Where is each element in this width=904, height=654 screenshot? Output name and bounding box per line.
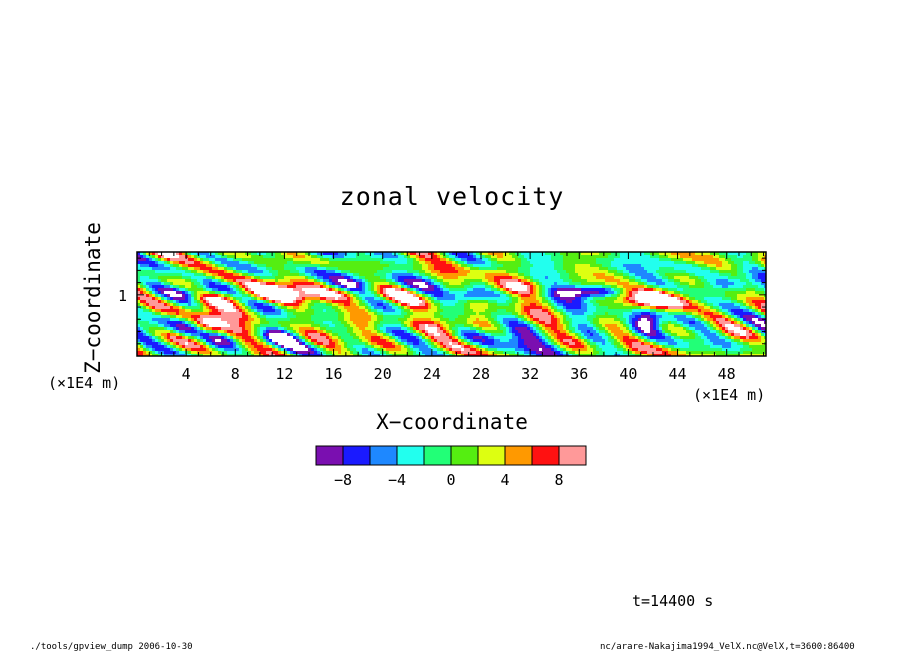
colorbar: −8 −4 0 4 8 — [315, 445, 587, 489]
plot-frame — [136, 251, 767, 357]
time-label: t=14400 s — [632, 592, 714, 610]
x-tick-label: 24 — [423, 365, 441, 383]
colorbar-tick-label: −4 — [388, 471, 406, 489]
x-tick-label: 44 — [669, 365, 687, 383]
x-tick-label: 32 — [521, 365, 539, 383]
colorbar-swatch — [342, 445, 371, 466]
colorbar-tick-label: 0 — [446, 471, 455, 489]
x-tick-label: 16 — [325, 365, 343, 383]
x-tick-label: 48 — [718, 365, 736, 383]
x-axis: 4 8 12 16 20 24 28 32 36 40 44 48 — [148, 252, 765, 383]
y-tick-label: 1 — [118, 287, 127, 305]
colorbar-tick-label: 8 — [554, 471, 563, 489]
y-axis: 1 — [118, 257, 766, 345]
footer-left: ./tools/gpview_dump 2006-10-30 — [30, 642, 193, 652]
x-tick-label: 4 — [182, 365, 191, 383]
colorbar-swatch — [396, 445, 425, 466]
colorbar-swatch — [504, 445, 533, 466]
x-tick-label: 28 — [472, 365, 490, 383]
velocity-field — [137, 252, 766, 356]
colorbar-swatch — [423, 445, 452, 466]
x-tick-label: 8 — [231, 365, 240, 383]
y-axis-label: Z−coordinate — [81, 222, 105, 374]
chart-title: zonal velocity — [339, 182, 565, 211]
colorbar-swatch — [315, 445, 344, 466]
colorbar-swatch — [477, 445, 506, 466]
x-axis-label: X−coordinate — [376, 410, 528, 434]
colorbar-swatch — [558, 445, 587, 466]
colorbar-swatch — [531, 445, 560, 466]
colorbar-tick-label: 4 — [500, 471, 509, 489]
colorbar-tick-label: −8 — [334, 471, 352, 489]
colorbar-swatch — [369, 445, 398, 466]
colorbar-swatch — [450, 445, 479, 466]
x-tick-label: 20 — [374, 365, 392, 383]
x-tick-label: 12 — [275, 365, 293, 383]
x-axis-unit: (×1E4 m) — [693, 386, 766, 404]
y-axis-unit: (×1E4 m) — [48, 374, 121, 392]
x-tick-label: 40 — [619, 365, 637, 383]
footer-right: nc/arare-Nakajima1994_VelX.nc@VelX,t=360… — [600, 642, 855, 652]
x-tick-label: 36 — [570, 365, 588, 383]
